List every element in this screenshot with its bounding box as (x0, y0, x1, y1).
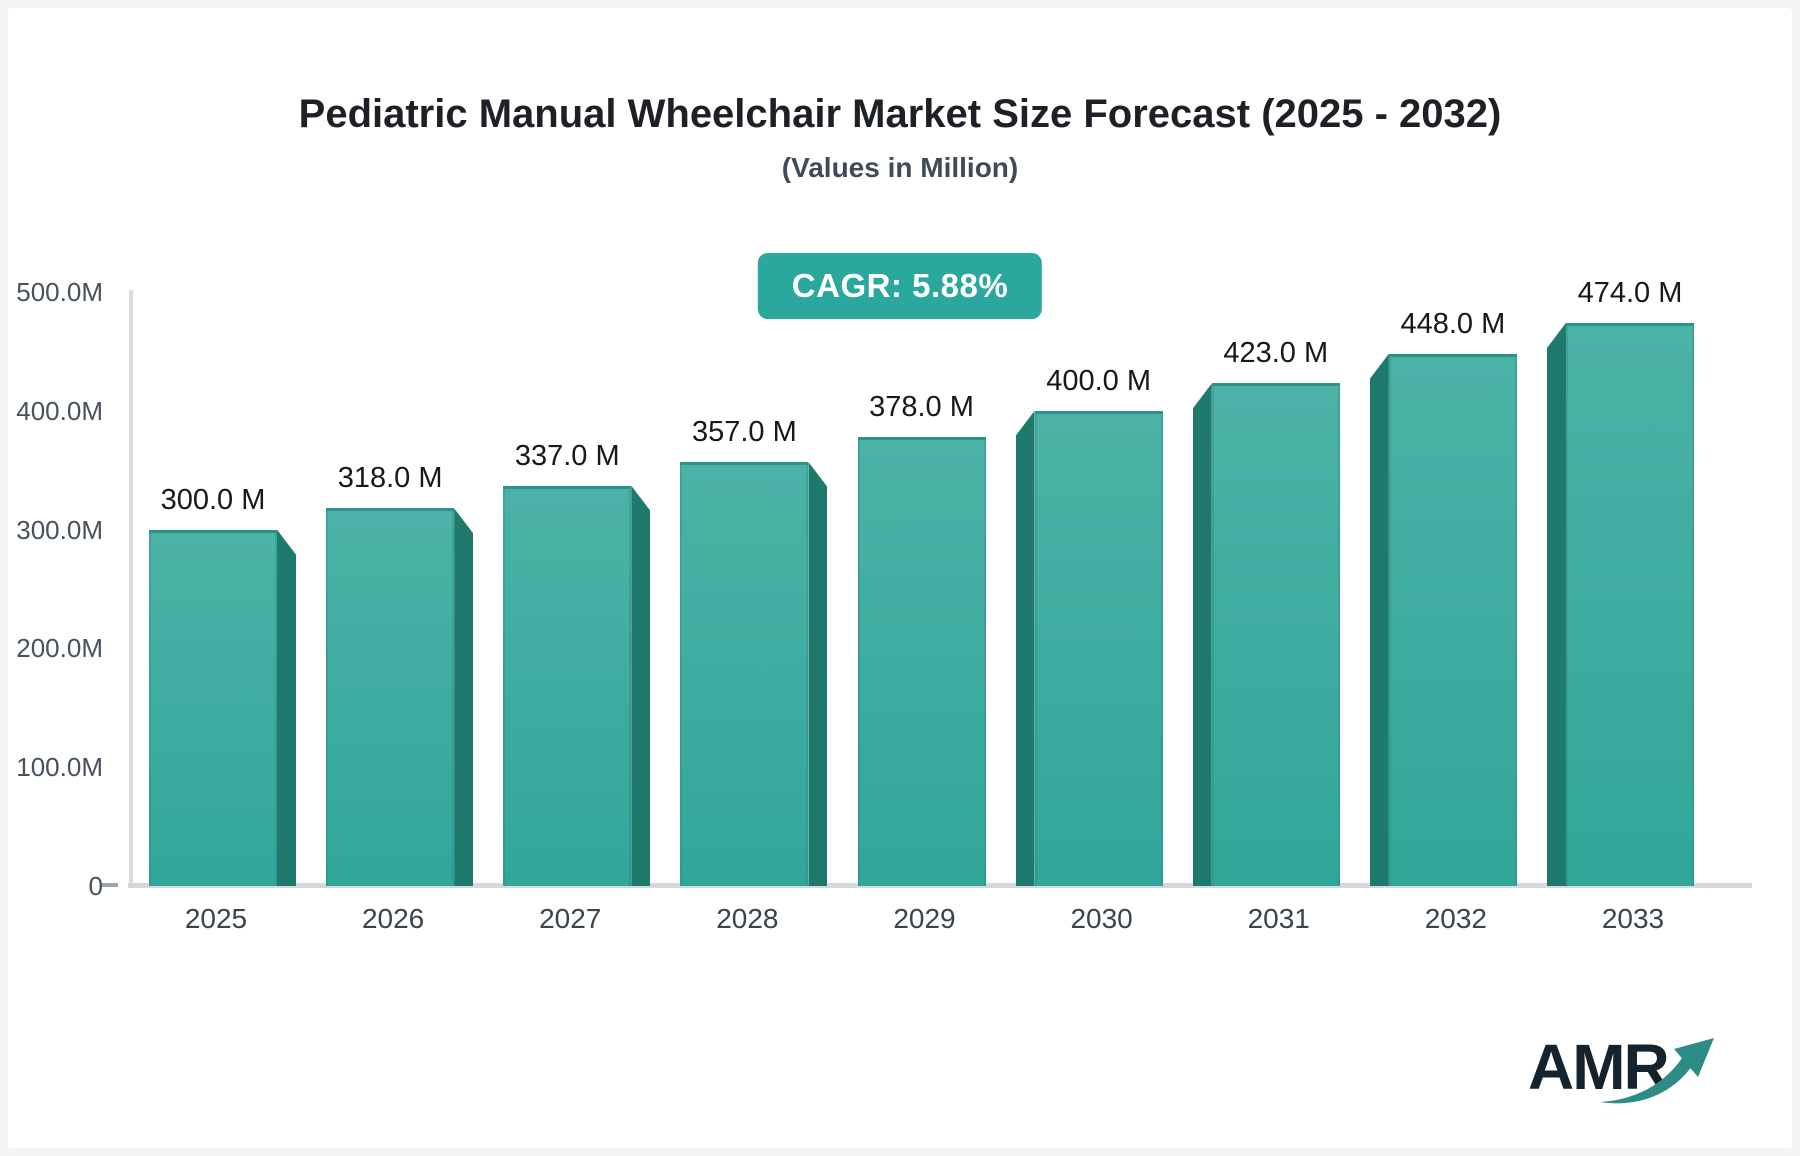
bar-side-2033 (1547, 322, 1566, 886)
y-axis-line (129, 290, 133, 886)
bar-side-2028 (808, 461, 828, 886)
bar-2030 (1034, 410, 1163, 886)
x-tick-label-2026: 2026 (361, 903, 425, 934)
y-tick-label-200.0M: 200.0M (16, 633, 103, 664)
bar-value-label-2028: 357.0 M (691, 415, 797, 448)
y-tick-label-100.0M: 100.0M (16, 752, 103, 783)
amr-logo: AMR (1528, 1030, 1718, 1130)
bar-value-label-2032: 448.0 M (1400, 307, 1506, 340)
chart-subtitle: (Values in Million) (781, 152, 1019, 183)
bar-2026 (326, 508, 455, 886)
bar-side-2030 (1015, 410, 1035, 886)
bar-value-label-2026: 318.0 M (337, 462, 443, 495)
bar-value-label-2027: 337.0 M (514, 439, 620, 472)
y-tick-label-0: 0 (88, 871, 103, 901)
x-tick-label-2032: 2032 (1424, 903, 1488, 934)
bar-2029 (857, 436, 986, 886)
x-tick-label-2031: 2031 (1247, 903, 1310, 934)
y-tick-label-500.0M: 500.0M (16, 277, 103, 307)
bar-2033 (1566, 322, 1694, 886)
bar-side-2027 (631, 485, 651, 886)
bar-side-2032 (1369, 353, 1389, 886)
x-tick-label-2030: 2030 (1070, 903, 1133, 934)
bar-side-2025 (277, 529, 296, 886)
bar-side-2026 (454, 508, 474, 886)
chart-title: Pediatric Manual Wheelchair Market Size … (298, 92, 1502, 136)
bar-2028 (680, 461, 809, 886)
x-tick-label-2028: 2028 (716, 903, 779, 934)
amr-logo-arrow-icon (1600, 1038, 1714, 1104)
bar-value-label-2031: 423.0 M (1223, 337, 1329, 370)
x-tick-label-2027: 2027 (539, 903, 602, 934)
bar-value-label-2030: 400.0 M (1046, 364, 1152, 397)
bar-value-label-2025: 300.0 M (160, 483, 266, 516)
x-tick-label-2029: 2029 (893, 903, 956, 934)
y-tick-label-300.0M: 300.0M (16, 514, 103, 545)
x-tick-label-2025: 2025 (184, 903, 248, 934)
bar-value-label-2033: 474.0 M (1577, 276, 1683, 309)
zero-tick-mark (100, 883, 118, 887)
bar-2031 (1211, 383, 1340, 886)
y-tick-label-400.0M: 400.0M (16, 395, 103, 426)
bar-2025 (149, 529, 277, 886)
bar-value-label-2029: 378.0 M (869, 390, 974, 423)
bar-side-2031 (1192, 383, 1212, 886)
bar-2032 (1388, 353, 1517, 886)
cagr-badge-label: CAGR: 5.88% (791, 267, 1009, 304)
bar-2027 (503, 485, 632, 886)
cagr-badge: CAGR: 5.88% (757, 253, 1043, 319)
x-tick-label-2033: 2033 (1601, 903, 1665, 934)
